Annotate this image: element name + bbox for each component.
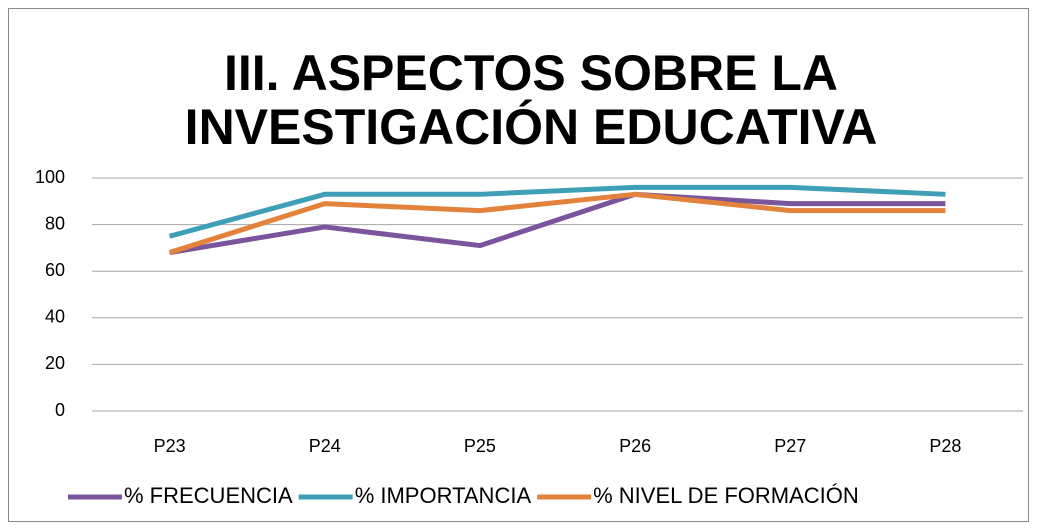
x-tick-label: P27 — [774, 436, 806, 456]
chart-frame — [8, 8, 1029, 522]
y-tick-label: 100 — [35, 167, 65, 187]
y-tick-label: 80 — [45, 213, 65, 233]
y-tick-label: 40 — [45, 307, 65, 327]
series-line — [169, 191, 946, 256]
x-tick-label: P25 — [464, 436, 496, 456]
legend-label: % IMPORTANCIA — [355, 483, 532, 508]
y-tick-label: 60 — [45, 260, 65, 280]
y-tick-label: 0 — [55, 400, 65, 420]
legend-label: % FRECUENCIA — [124, 483, 293, 508]
series-line — [168, 191, 946, 255]
x-tick-label: P24 — [309, 436, 341, 456]
x-tick-label: P26 — [619, 436, 651, 456]
legend-label: % NIVEL DE FORMACIÓN — [593, 483, 859, 508]
y-tick-label: 20 — [45, 353, 65, 373]
x-tick-label: P28 — [929, 436, 961, 456]
series-line — [168, 184, 946, 239]
chart-title: III. ASPECTOS SOBRE LA INVESTIGACIÓN EDU… — [184, 45, 878, 155]
x-tick-label: P23 — [154, 436, 186, 456]
